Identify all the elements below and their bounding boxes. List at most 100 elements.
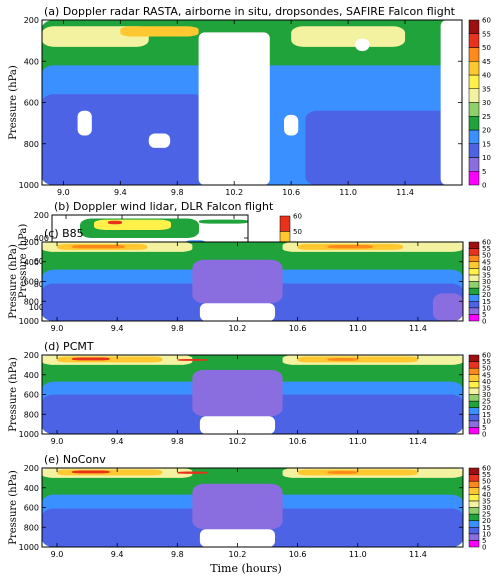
missing-data (148, 133, 171, 148)
colorbar-label: 0 (482, 544, 486, 552)
colorbar-label: 15 (482, 411, 491, 419)
colorbar-label: 5 (482, 424, 486, 432)
contour-band-50 (177, 471, 208, 474)
colorbar-swatch (468, 381, 480, 389)
contour-band-30 (291, 26, 406, 47)
colorbar-label: 15 (482, 524, 491, 532)
x-tick-label: 10.2 (229, 324, 247, 333)
x-tick-label: 9.8 (171, 550, 184, 559)
colorbar-swatch (468, 394, 480, 402)
colorbar-swatch (468, 88, 480, 103)
colorbar-swatch (468, 467, 480, 475)
y-tick-label: 200 (34, 211, 49, 220)
panel-a: (a) Doppler radar RASTA, airborne in sit… (8, 5, 491, 197)
y-tick-label: 600 (24, 99, 39, 108)
contour-band-5 (192, 259, 283, 304)
plot-area (42, 20, 462, 185)
x-tick-label: 11.0 (339, 188, 357, 197)
colorbar-label: 55 (482, 358, 491, 366)
y-axis-label: Pressure (hPa) (8, 470, 19, 545)
panel-title: (c) B85 (44, 227, 84, 240)
x-tick-label: 9.4 (111, 550, 124, 559)
contour-band-45 (327, 357, 358, 361)
colorbar-label: 55 (482, 30, 491, 38)
y-tick-label: 1000 (19, 543, 39, 552)
colorbar-label: 40 (482, 491, 491, 499)
x-tick-label: 11.4 (409, 550, 427, 559)
colorbar-swatch (468, 354, 480, 362)
x-tick-label: 9.0 (51, 324, 64, 333)
x-axis-label: Time (hours) (210, 562, 282, 575)
colorbar-label: 50 (482, 252, 491, 260)
colorbar-swatch (468, 157, 480, 172)
colorbar-label: 10 (482, 530, 491, 538)
x-tick-label: 9.0 (57, 188, 70, 197)
x-tick-label: 9.0 (51, 437, 64, 446)
y-tick-label: 800 (24, 523, 39, 532)
colorbar-label: 15 (482, 298, 491, 306)
y-tick-label: 200 (24, 238, 39, 247)
x-tick-label: 10.6 (282, 188, 300, 197)
y-axis-label: Pressure (hPa) (8, 244, 19, 319)
colorbar-label: 0 (482, 182, 486, 190)
colorbar-swatch (468, 367, 480, 375)
contour-band-5 (432, 293, 463, 321)
y-tick-label: 1000 (19, 181, 39, 190)
colorbar-swatch (468, 248, 480, 256)
x-tick-label: 9.0 (51, 550, 64, 559)
contour-band-35 (94, 219, 171, 230)
colorbar-label: 25 (482, 113, 491, 121)
contour-band-50 (72, 470, 110, 474)
colorbar-label: 25 (482, 398, 491, 406)
x-tick-label: 11.4 (409, 324, 427, 333)
y-tick-label: 200 (24, 351, 39, 360)
y-tick-label: 200 (24, 16, 39, 25)
y-tick-label: 1000 (19, 317, 39, 326)
colorbar-swatch (468, 494, 480, 502)
x-tick-label: 10.2 (229, 437, 247, 446)
colorbar-swatch (468, 307, 480, 315)
colorbar-label: 10 (482, 154, 491, 162)
colorbar-swatch (468, 513, 480, 521)
colorbar-label: 35 (482, 497, 491, 505)
x-tick-label: 9.4 (111, 324, 124, 333)
colorbar-label: 20 (482, 404, 491, 412)
y-tick-label: 400 (24, 371, 39, 380)
y-axis-label: Pressure (hPa) (8, 357, 19, 432)
x-tick-label: 9.8 (171, 437, 184, 446)
colorbar-swatch (468, 261, 480, 269)
colorbar-swatch (279, 215, 291, 232)
colorbar-swatch (468, 480, 480, 488)
plot-area (42, 355, 463, 434)
colorbar-label: 30 (482, 99, 491, 107)
colorbar-swatch (468, 500, 480, 508)
colorbar-label: 40 (482, 265, 491, 273)
colorbar-label: 20 (482, 127, 491, 135)
colorbar-swatch (468, 47, 480, 62)
colorbar-label: 30 (482, 278, 491, 286)
colorbar-swatch (468, 102, 480, 117)
contour-band-10 (42, 94, 206, 185)
colorbar-swatch (468, 241, 480, 249)
y-tick-label: 800 (24, 297, 39, 306)
x-tick-label: 9.8 (171, 188, 184, 197)
colorbar-label: 45 (482, 484, 491, 492)
contour-band-50 (177, 358, 208, 361)
x-tick-label: 9.4 (114, 188, 127, 197)
colorbar-label: 55 (482, 471, 491, 479)
colorbar-swatch (468, 116, 480, 131)
colorbar-label: 0 (482, 318, 486, 326)
colorbar-label: 5 (482, 537, 486, 545)
plot-area (42, 468, 463, 547)
y-axis-label: Pressure (hPa) (8, 65, 19, 140)
colorbar-label: 35 (482, 85, 491, 93)
y-tick-label: 800 (24, 140, 39, 149)
colorbar-label: 50 (482, 365, 491, 373)
x-tick-label: 11.0 (349, 437, 367, 446)
missing-data (284, 114, 299, 136)
colorbar-swatch (468, 33, 480, 48)
colorbar-label: 50 (293, 228, 302, 236)
colorbar-label: 40 (482, 72, 491, 80)
missing-data (198, 32, 270, 185)
